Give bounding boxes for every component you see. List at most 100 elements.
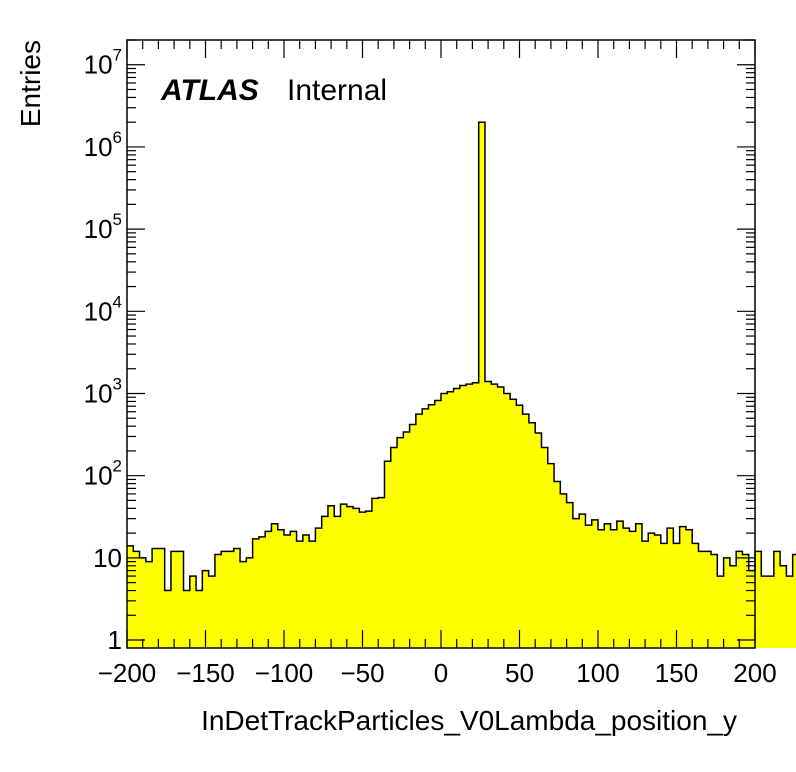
histogram-bin xyxy=(189,576,197,648)
histogram-bin xyxy=(321,516,329,648)
x-tick-label: 200 xyxy=(733,658,776,688)
histogram-bin xyxy=(773,551,781,648)
histogram-bin xyxy=(767,576,775,648)
histogram-bin xyxy=(459,385,467,648)
histogram-bin xyxy=(164,590,172,648)
atlas-status-label: Internal xyxy=(287,74,387,107)
histogram-bin xyxy=(214,554,222,648)
histogram-bin xyxy=(692,543,699,648)
histogram-bin xyxy=(685,529,693,648)
histogram-bin xyxy=(723,557,731,648)
histogram-bin xyxy=(177,551,184,648)
histogram-bin xyxy=(271,523,279,648)
histogram-bin xyxy=(522,414,530,648)
histogram-bin xyxy=(453,388,461,648)
histogram-bin xyxy=(353,508,360,648)
histogram-bin xyxy=(510,399,517,648)
histogram-bin xyxy=(246,557,253,648)
histogram-bin xyxy=(560,493,567,648)
histogram-bin xyxy=(183,590,191,648)
histogram-bin xyxy=(528,422,536,648)
histogram-bin xyxy=(340,504,348,648)
axis-ticks xyxy=(126,39,756,648)
histogram-bin xyxy=(717,576,724,648)
histogram-bin xyxy=(660,543,668,648)
histogram-bin xyxy=(284,534,291,648)
histogram-bin xyxy=(478,122,486,648)
x-axis-title: InDetTrackParticles_V0Lambda_position_y xyxy=(201,705,737,736)
histogram-bin xyxy=(403,431,410,648)
histogram-bin xyxy=(673,543,681,648)
histogram-bin xyxy=(139,557,147,648)
histogram-bin xyxy=(623,528,630,648)
histogram-bin xyxy=(240,561,247,648)
histogram-bin xyxy=(748,570,756,648)
histogram-bin xyxy=(497,386,505,648)
histogram-bin xyxy=(327,505,335,648)
histogram-bin xyxy=(585,525,593,648)
histogram-bin xyxy=(792,554,796,648)
histogram-bin xyxy=(466,384,473,648)
histogram-bin xyxy=(780,565,787,648)
histogram-bin xyxy=(365,511,373,648)
histogram-bars xyxy=(127,122,796,648)
x-tick-label: 50 xyxy=(505,658,534,688)
histogram-bin xyxy=(296,541,304,648)
histogram-bin xyxy=(309,541,316,648)
y-tick-label: 10 xyxy=(93,543,122,573)
histogram-bin xyxy=(698,551,706,648)
histogram-bin xyxy=(484,381,492,648)
y-tick-label: 105 xyxy=(84,210,122,244)
histogram-bin xyxy=(598,529,605,648)
histogram-bin xyxy=(447,391,454,648)
y-tick-label: 102 xyxy=(84,457,122,491)
histogram-bin xyxy=(265,531,272,648)
histogram-bin xyxy=(679,526,687,648)
histogram-bin xyxy=(472,382,480,648)
histogram-bin xyxy=(145,561,153,648)
y-axis-title: Entries xyxy=(15,40,46,127)
histogram-bin xyxy=(334,516,341,648)
atlas-label: ATLAS xyxy=(160,74,259,107)
y-tick-label: 103 xyxy=(84,374,122,408)
histogram-bin xyxy=(516,405,524,648)
histogram-bin xyxy=(654,534,662,648)
histogram-bin xyxy=(371,498,379,648)
x-tick-label: 150 xyxy=(655,658,698,688)
histogram-bin xyxy=(729,565,737,648)
histogram-bin xyxy=(252,538,260,648)
histogram-bin xyxy=(170,551,178,648)
histogram-bin xyxy=(761,576,768,648)
y-tick-labels: 1 10 102 103 104 105 106 107 xyxy=(84,46,122,655)
histogram-bin xyxy=(397,437,404,648)
histogram-bin xyxy=(390,447,398,648)
histogram-bin xyxy=(604,523,611,648)
histogram-bin xyxy=(158,548,166,648)
histogram-bin xyxy=(491,384,498,648)
histogram-bin xyxy=(547,463,555,648)
histogram-bin xyxy=(541,447,549,648)
histogram-bin xyxy=(535,433,542,648)
histogram-bin xyxy=(434,400,442,648)
histogram-bin xyxy=(152,548,159,648)
histogram-bin xyxy=(572,518,580,648)
y-tick-label: 107 xyxy=(84,46,122,80)
histogram-bin xyxy=(742,554,750,648)
x-tick-label: −150 xyxy=(176,658,235,688)
histogram-bin xyxy=(277,529,285,648)
histogram-bin xyxy=(208,576,216,648)
histogram-bin xyxy=(704,551,712,648)
histogram-bin xyxy=(667,528,674,648)
histogram-bin xyxy=(196,590,203,648)
histogram-bin xyxy=(736,551,743,648)
y-tick-label: 104 xyxy=(84,292,122,326)
x-tick-label: 0 xyxy=(434,658,448,688)
histogram-bin xyxy=(227,551,235,648)
histogram-bin xyxy=(233,548,241,648)
histogram-bin xyxy=(221,551,228,648)
histogram-bin xyxy=(346,506,354,648)
histogram-bin xyxy=(378,497,385,648)
histogram-bin xyxy=(610,529,618,648)
histogram-bin xyxy=(441,393,448,648)
